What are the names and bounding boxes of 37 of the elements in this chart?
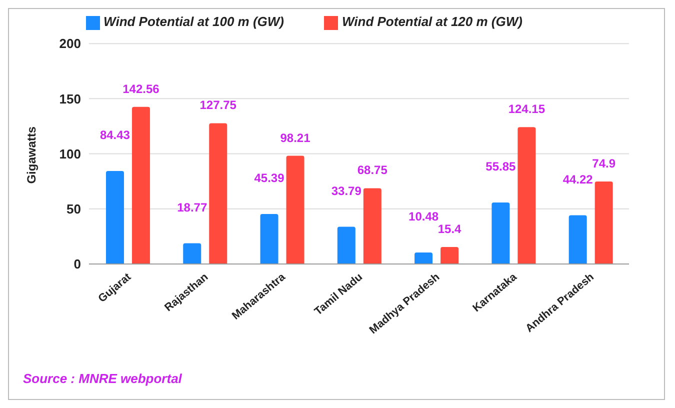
data-label: 15.4 bbox=[438, 222, 462, 236]
source-note: Source : MNRE webportal bbox=[23, 371, 182, 386]
y-tick-label: 200 bbox=[59, 36, 81, 52]
y-tick-label: 0 bbox=[74, 256, 81, 272]
legend-label: Wind Potential at 120 m (GW) bbox=[342, 14, 522, 29]
data-label: 74.9 bbox=[592, 156, 616, 170]
bar bbox=[492, 202, 510, 264]
bar bbox=[183, 243, 202, 264]
data-label: 127.75 bbox=[200, 98, 237, 112]
data-label: 98.21 bbox=[280, 130, 311, 145]
data-label: 18.77 bbox=[177, 200, 208, 214]
bar bbox=[132, 106, 150, 264]
y-axis-title: Gigawatts bbox=[24, 126, 38, 184]
legend-label: Wind Potential at 100 m (GW) bbox=[104, 14, 284, 29]
bar bbox=[106, 170, 124, 264]
bar bbox=[209, 123, 228, 264]
bar bbox=[286, 156, 304, 264]
data-label: 10.48 bbox=[408, 209, 439, 224]
data-label: 68.75 bbox=[357, 163, 388, 178]
bar bbox=[568, 215, 587, 264]
data-label: 33.79 bbox=[331, 184, 362, 198]
y-tick-label: 50 bbox=[66, 202, 81, 217]
data-label: 44.22 bbox=[562, 172, 594, 186]
data-label: 84.43 bbox=[100, 128, 130, 142]
data-label: 124.15 bbox=[508, 102, 546, 116]
bar bbox=[518, 127, 536, 264]
data-label: 45.39 bbox=[254, 170, 285, 185]
bar bbox=[414, 252, 433, 264]
bar bbox=[363, 188, 382, 264]
bar bbox=[440, 247, 459, 264]
y-tick-label: 150 bbox=[59, 91, 81, 106]
data-label: 142.56 bbox=[122, 82, 160, 96]
bar bbox=[594, 181, 613, 264]
bar bbox=[337, 226, 356, 264]
y-tick-label: 100 bbox=[59, 146, 81, 162]
bar bbox=[260, 214, 278, 264]
data-label: 55.85 bbox=[486, 159, 516, 174]
